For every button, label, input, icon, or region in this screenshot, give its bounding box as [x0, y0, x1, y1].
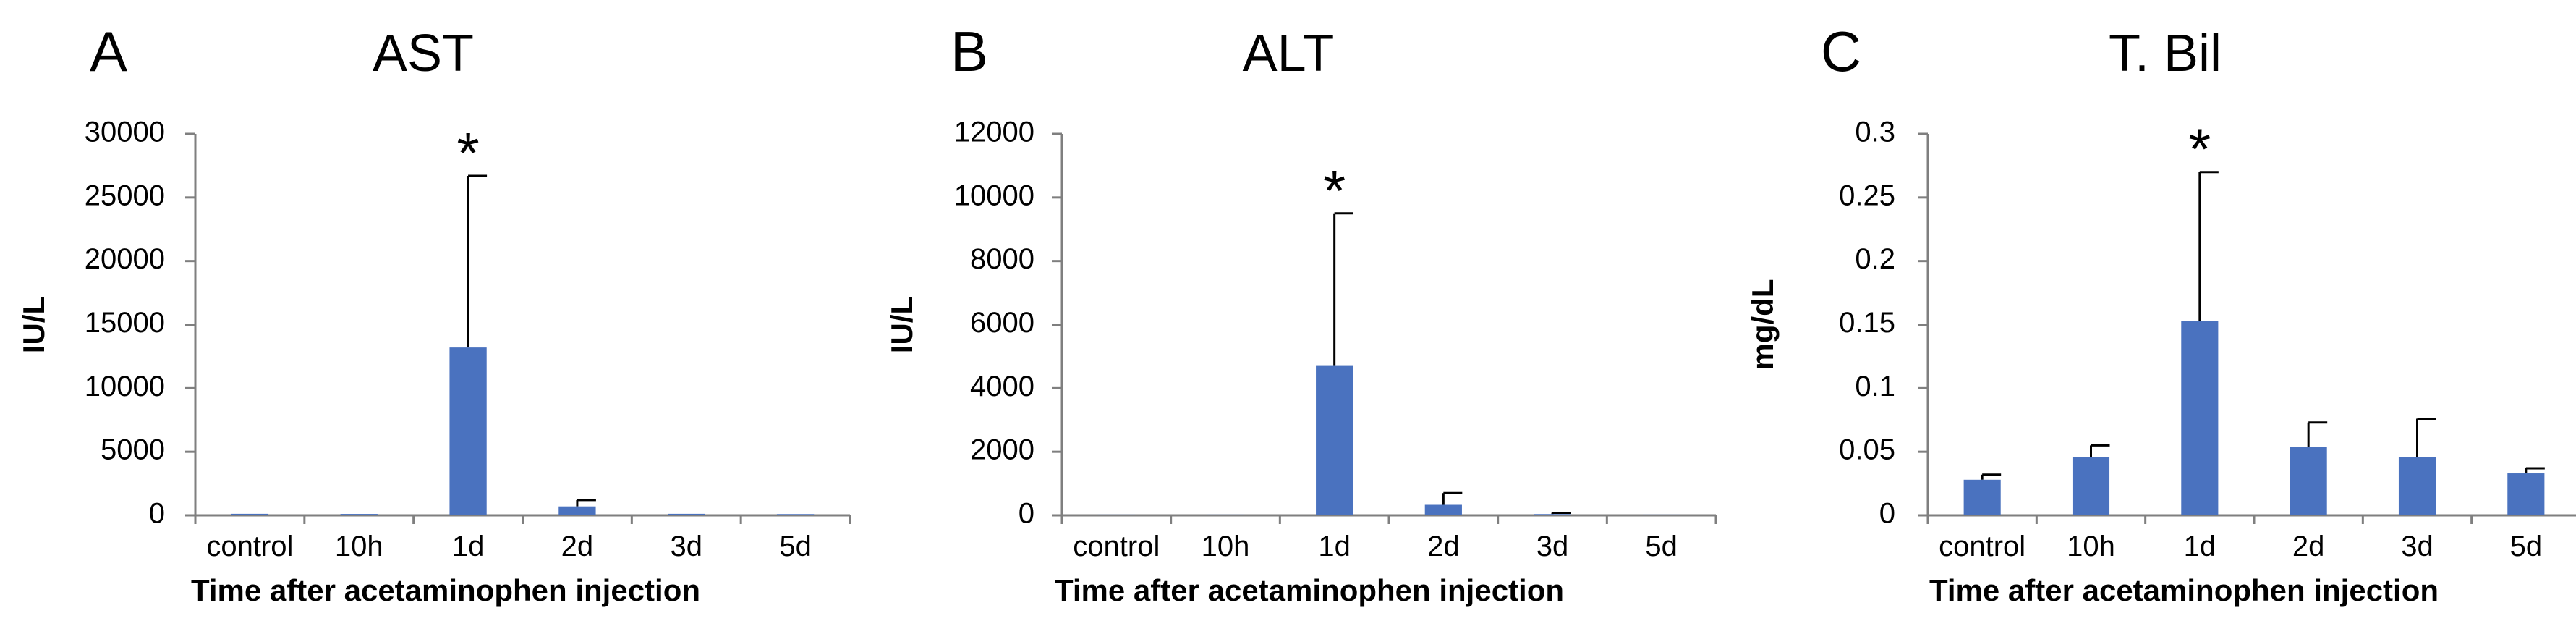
panel-c-bar-1d — [2181, 321, 2219, 515]
panel-a-ytick-label: 10000 — [85, 371, 165, 402]
panel-a-xtick-label: 2d — [561, 531, 594, 562]
panel-b-xtick-label: 2d — [1427, 531, 1460, 562]
panel-c-ylabel: mg/dL — [1746, 279, 1780, 371]
panel-c-significance-marker: * — [2188, 117, 2211, 182]
panel-c-bar-control — [1963, 479, 2001, 515]
panel-a-ytick-label: 20000 — [85, 243, 165, 275]
panel-b-ylabel: IU/L — [885, 296, 919, 353]
panel-b-significance-marker: * — [1323, 158, 1346, 223]
panel-c-ytick-label: 0 — [1879, 498, 1895, 530]
panel-c-xtick-label: 2d — [2292, 531, 2325, 562]
panel-c-ytick-label: 0.1 — [1855, 371, 1895, 402]
panel-b-xtick-label: 5d — [1645, 531, 1678, 562]
panel-c-ytick-label: 0.15 — [1839, 307, 1895, 339]
panel-b-ytick-label: 10000 — [954, 179, 1034, 211]
panel-b-xtick-label: 1d — [1318, 531, 1351, 562]
panel-b-ytick-label: 2000 — [970, 434, 1034, 466]
panel-b-ytick-label: 8000 — [970, 243, 1034, 275]
panel-a-ytick-label: 5000 — [101, 434, 165, 466]
panel-c-bar-2d — [2290, 447, 2327, 515]
panel-b-ytick-label: 6000 — [970, 307, 1034, 339]
panel-b-letter: B — [951, 20, 988, 83]
panel-b-ytick-label: 12000 — [954, 117, 1034, 148]
panel-c-ytick-label: 0.05 — [1839, 434, 1895, 466]
panel-a-bar-1d — [449, 347, 487, 515]
panel-c-xtick-label: 1d — [2184, 531, 2216, 562]
panel-c-bar-5d — [2507, 473, 2545, 515]
panel-c-bar-3d — [2398, 457, 2436, 515]
panel-b-bar-3d — [1534, 514, 1571, 515]
panel-a-xtick-label: control — [206, 531, 293, 562]
panel-c-xtick-label: 10h — [2067, 531, 2115, 562]
panel-a-xtick-label: 10h — [335, 531, 383, 562]
panel-b-title: ALT — [1243, 25, 1335, 83]
panel-a-ytick-label: 30000 — [85, 117, 165, 148]
panel-a-bar-3d — [668, 513, 705, 515]
panel-b-xtick-label: 10h — [1202, 531, 1250, 562]
panel-a-ylabel: IU/L — [17, 296, 51, 353]
panel-a-xlabel: Time after acetaminophen injection — [191, 573, 700, 607]
panel-b-ytick-label: 4000 — [970, 371, 1034, 402]
panel-c-ytick-label: 0.2 — [1855, 243, 1895, 275]
panel-b-ytick-label: 0 — [1019, 498, 1034, 530]
panel-a-title: AST — [373, 25, 474, 83]
panel-a-xtick-label: 1d — [452, 531, 485, 562]
panel-a-letter: A — [90, 20, 127, 83]
panel-c-title: T. Bil — [2109, 25, 2222, 83]
panel-c-xtick-label: control — [1939, 531, 2025, 562]
panel-b-bar-2d — [1424, 504, 1462, 515]
panel-b-xtick-label: control — [1073, 531, 1160, 562]
panel-a-bar-10h — [340, 514, 378, 515]
panel-a-xtick-label: 3d — [671, 531, 703, 562]
panel-c-bar-10h — [2072, 457, 2110, 515]
panel-c-ytick-label: 0.25 — [1839, 179, 1895, 211]
panel-b-bar-1d — [1316, 365, 1353, 515]
panel-b-xtick-label: 3d — [1536, 531, 1569, 562]
panel-c-xtick-label: 5d — [2510, 531, 2543, 562]
panel-a-significance-marker: * — [457, 121, 480, 185]
panel-a-xtick-label: 5d — [779, 531, 812, 562]
panel-a-bar-control — [231, 513, 269, 515]
panel-a-ytick-label: 15000 — [85, 307, 165, 339]
panel-c-ytick-label: 0.3 — [1855, 117, 1895, 148]
panel-a-ytick-label: 0 — [149, 498, 165, 530]
panel-a-bar-5d — [776, 514, 815, 515]
panel-c-letter: C — [1821, 20, 1861, 83]
panel-a-ytick-label: 25000 — [85, 179, 165, 211]
panel-a-bar-2d — [558, 506, 596, 515]
panel-b-xlabel: Time after acetaminophen injection — [1055, 573, 1564, 607]
panel-c-xlabel: Time after acetaminophen injection — [1929, 573, 2439, 607]
panel-c-xtick-label: 3d — [2401, 531, 2433, 562]
